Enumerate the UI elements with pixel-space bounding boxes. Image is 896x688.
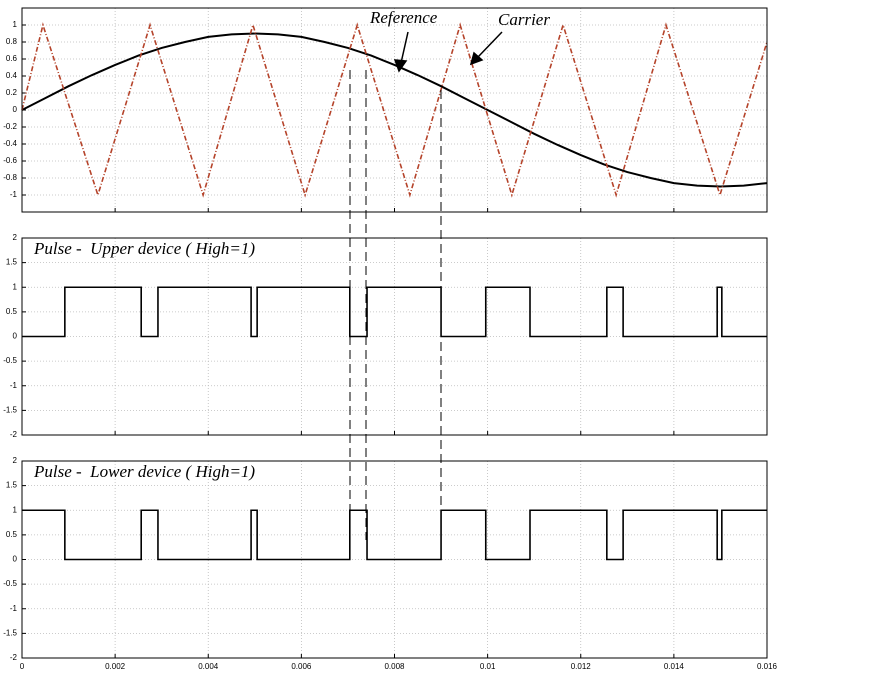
y-tick-label: -0.2 <box>3 122 17 131</box>
x-tick-label: 0 <box>20 662 25 671</box>
y-tick-label: 2 <box>13 456 18 465</box>
y-tick-label: -1.5 <box>3 628 17 637</box>
y-tick-label: -1 <box>10 190 18 199</box>
y-tick-label: -0.4 <box>3 139 17 148</box>
y-tick-label: 0.4 <box>6 71 18 80</box>
dashed-guides <box>349 70 442 540</box>
plot-frame <box>21 237 768 436</box>
y-tick-label: -1.5 <box>3 405 17 414</box>
y-tick-label: 0.8 <box>6 37 18 46</box>
y-tick-label: -1 <box>10 381 18 390</box>
y-tick-label: -2 <box>10 430 18 439</box>
y-tick-label: 0 <box>13 555 18 564</box>
plot-title: Pulse - Upper device ( High=1) <box>33 239 255 258</box>
y-tick-label: 1.5 <box>6 258 18 267</box>
y-tick-label: 0.6 <box>6 54 18 63</box>
series-line <box>21 32 768 188</box>
y-tick-label: -2 <box>10 653 18 662</box>
x-tick-label: 0.016 <box>757 662 778 671</box>
y-tick-label: 1 <box>13 20 18 29</box>
series-line <box>21 22 768 198</box>
arrows <box>393 31 503 73</box>
plot-title: Pulse - Lower device ( High=1) <box>33 462 255 481</box>
y-tick-label: -0.8 <box>3 173 17 182</box>
y-tick-label: 1 <box>13 505 18 514</box>
y-tick-label: -1 <box>10 604 18 613</box>
y-tick-label: 0.5 <box>6 307 18 316</box>
plot-frame <box>21 460 768 659</box>
plot: -2 -1.5 -1 -0.5 0 0.5 1 1.5 2 0 0.002 0.004 0.006 0.0… <box>3 456 777 671</box>
y-tick-label: 1.5 <box>6 481 18 490</box>
plot-frame <box>21 7 768 213</box>
x-tick-label: 0.004 <box>198 662 219 671</box>
y-tick-label: 0.5 <box>6 530 18 539</box>
plot: -2 -1.5 -1 -0.5 0 0.5 1 1.5 2 Pulse - Upper devic… <box>3 233 768 439</box>
x-tick-label: 0.01 <box>480 662 496 671</box>
y-tick-label: 0 <box>13 332 18 341</box>
x-tick-label: 0.002 <box>105 662 126 671</box>
plot: -1 -0.8 -0.6 -0.4 -0.2 0 0.2 0.4 0.6 0.8 1 <box>3 7 768 213</box>
series-line <box>22 286 767 338</box>
y-tick-label: 1 <box>13 282 18 291</box>
x-tick-label: 0.014 <box>664 662 685 671</box>
y-tick-label: -0.5 <box>3 579 17 588</box>
y-tick-label: 2 <box>13 233 18 242</box>
y-tick-label: -0.6 <box>3 156 17 165</box>
arrow-head <box>393 59 408 73</box>
plots: -1 -0.8 -0.6 -0.4 -0.2 0 0.2 0.4 0.6 0.8 1 -2 -1.5 -1… <box>3 7 778 671</box>
y-tick-label: 0.2 <box>6 88 18 97</box>
arrow <box>400 31 409 64</box>
arrow <box>477 31 503 58</box>
x-tick-label: 0.006 <box>291 662 312 671</box>
x-tick-label: 0.008 <box>384 662 405 671</box>
y-tick-label: 0 <box>13 105 18 114</box>
y-tick-label: -0.5 <box>3 356 17 365</box>
series-line <box>22 509 767 561</box>
arrow-head <box>469 51 484 66</box>
annotation: Carrier <box>498 10 550 29</box>
x-tick-label: 0.012 <box>571 662 592 671</box>
annotation: Reference <box>369 8 438 27</box>
